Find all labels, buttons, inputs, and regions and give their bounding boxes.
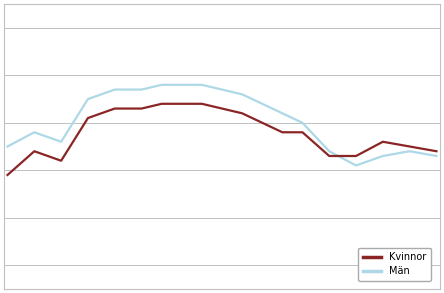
Legend: Kvinnor, Män: Kvinnor, Män <box>358 248 431 281</box>
